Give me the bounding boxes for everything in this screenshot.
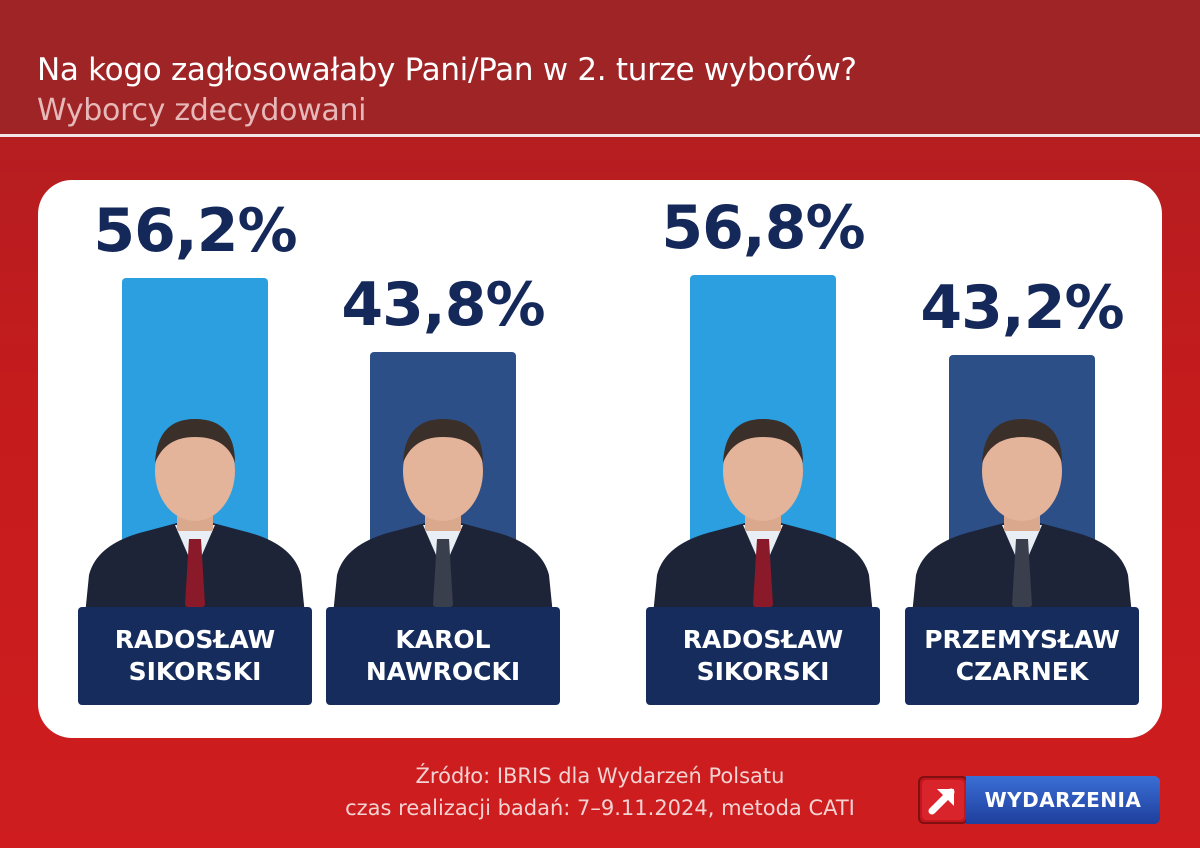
logo-wordmark: WYDARZENIA [966, 776, 1160, 824]
data-label: 43,8% [341, 269, 545, 340]
candidate-photo [325, 405, 561, 615]
arrow-up-right-icon [918, 776, 968, 824]
category-label: RADOSŁAW [114, 625, 276, 654]
header-divider [0, 134, 1200, 137]
candidate-photo [645, 405, 881, 615]
source-line-2: czas realizacji badań: 7–9.11.2024, meto… [345, 796, 855, 820]
category-label: PRZEMYSŁAW [924, 625, 1120, 654]
category-label: NAWROCKI [365, 657, 521, 686]
category-label: RADOSŁAW [682, 625, 844, 654]
page-title: Na kogo zagłosowałaby Pani/Pan w 2. turz… [37, 52, 857, 88]
wydarzenia-logo: WYDARZENIA [918, 776, 1162, 826]
candidate-name-box: RADOSŁAW SIKORSKI [78, 607, 312, 705]
candidate-name-box: RADOSŁAW SIKORSKI [646, 607, 880, 705]
candidate-name-box: PRZEMYSŁAW CZARNEK [905, 607, 1139, 705]
category-label: CZARNEK [955, 657, 1089, 686]
candidate-photo [904, 405, 1140, 615]
candidate-photo [77, 405, 313, 615]
page-subtitle: Wyborcy zdecydowani [37, 93, 367, 128]
source-note: Źródło: IBRIS dla Wydarzeń Polsatu czas … [300, 760, 900, 824]
data-label: 56,2% [93, 196, 297, 267]
candidate-name-box: KAROL NAWROCKI [326, 607, 560, 705]
header-band [0, 0, 1200, 134]
data-label: 56,8% [661, 192, 865, 263]
source-line-1: Źródło: IBRIS dla Wydarzeń Polsatu [415, 764, 785, 788]
category-label: KAROL [395, 625, 491, 654]
data-label: 43,2% [920, 273, 1124, 344]
category-label: SIKORSKI [696, 657, 830, 686]
category-label: SIKORSKI [128, 657, 262, 686]
